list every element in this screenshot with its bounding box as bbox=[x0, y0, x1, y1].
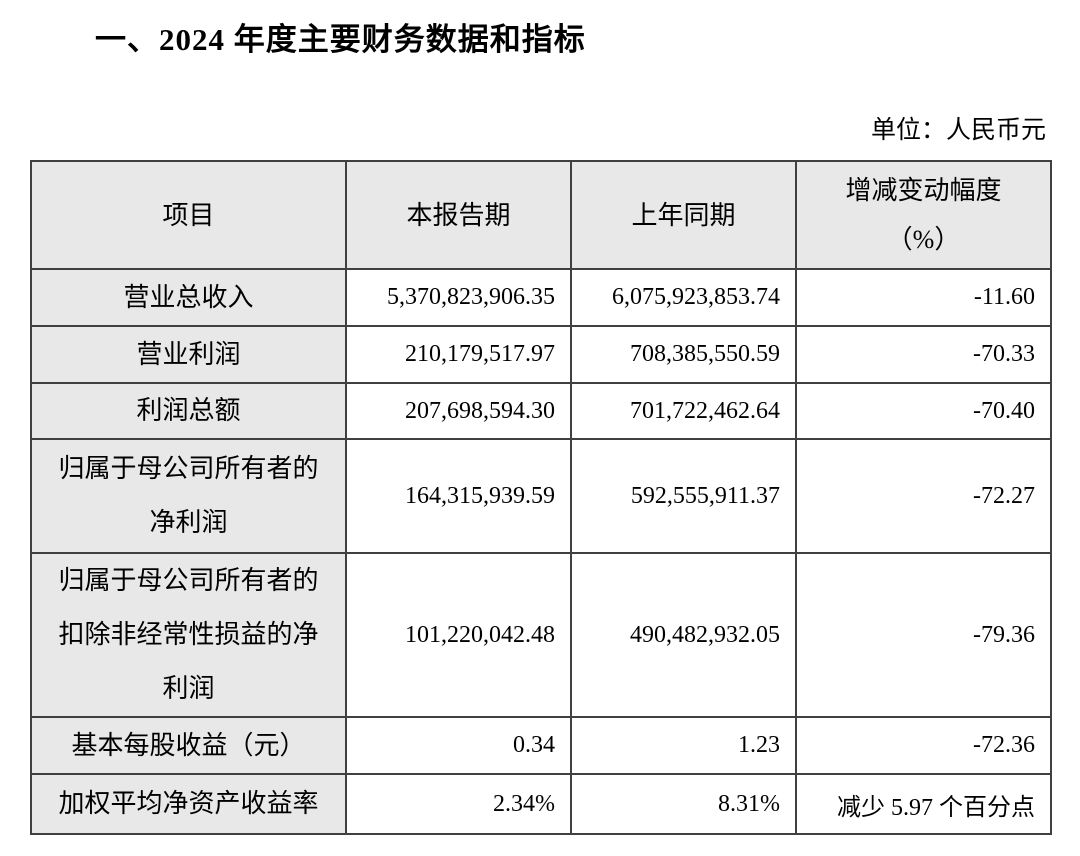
change-cell: -79.36 bbox=[795, 552, 1052, 718]
header-item: 项目 bbox=[30, 160, 347, 270]
prior-period-cell: 701,722,462.64 bbox=[570, 382, 797, 440]
table-body: 营业总收入 5,370,823,906.35 6,075,923,853.74 … bbox=[30, 268, 1052, 835]
current-period-cell: 101,220,042.48 bbox=[345, 552, 572, 718]
change-cell: -72.36 bbox=[795, 716, 1052, 775]
current-period-cell: 207,698,594.30 bbox=[345, 382, 572, 440]
current-period-cell: 5,370,823,906.35 bbox=[345, 268, 572, 327]
change-cell: 减少 5.97 个百分点 bbox=[795, 773, 1052, 835]
change-cell: -70.33 bbox=[795, 325, 1052, 384]
table-row: 营业总收入 5,370,823,906.35 6,075,923,853.74 … bbox=[30, 268, 1052, 327]
financial-indicators-table: 项目 本报告期 上年同期 增减变动幅度 （%） 营业总收入 5,370,823,… bbox=[30, 160, 1052, 835]
item-cell: 归属于母公司所有者的 净利润 bbox=[30, 438, 347, 554]
header-row: 项目 本报告期 上年同期 增减变动幅度 （%） bbox=[30, 160, 1052, 270]
prior-period-cell: 1.23 bbox=[570, 716, 797, 775]
item-cell: 基本每股收益（元） bbox=[30, 716, 347, 775]
item-cell: 营业利润 bbox=[30, 325, 347, 384]
table-row: 营业利润 210,179,517.97 708,385,550.59 -70.3… bbox=[30, 325, 1052, 384]
item-cell: 利润总额 bbox=[30, 382, 347, 440]
prior-period-cell: 490,482,932.05 bbox=[570, 552, 797, 718]
change-cell: -72.27 bbox=[795, 438, 1052, 554]
table-row: 加权平均净资产收益率 2.34% 8.31% 减少 5.97 个百分点 bbox=[30, 773, 1052, 835]
header-change-percent: 增减变动幅度 （%） bbox=[795, 160, 1052, 270]
prior-period-cell: 708,385,550.59 bbox=[570, 325, 797, 384]
section-title: 一、2024 年度主要财务数据和指标 bbox=[95, 22, 586, 57]
item-cell: 加权平均净资产收益率 bbox=[30, 773, 347, 835]
change-cell: -70.40 bbox=[795, 382, 1052, 440]
table-row: 基本每股收益（元） 0.34 1.23 -72.36 bbox=[30, 716, 1052, 775]
header-prior-period: 上年同期 bbox=[570, 160, 797, 270]
current-period-cell: 164,315,939.59 bbox=[345, 438, 572, 554]
change-cell: -11.60 bbox=[795, 268, 1052, 327]
prior-period-cell: 592,555,911.37 bbox=[570, 438, 797, 554]
item-cell: 归属于母公司所有者的 扣除非经常性损益的净 利润 bbox=[30, 552, 347, 718]
prior-period-cell: 8.31% bbox=[570, 773, 797, 835]
currency-unit-label: 单位：人民币元 bbox=[870, 117, 1046, 144]
table-row: 归属于母公司所有者的 净利润 164,315,939.59 592,555,91… bbox=[30, 438, 1052, 554]
current-period-cell: 2.34% bbox=[345, 773, 572, 835]
table-row: 利润总额 207,698,594.30 701,722,462.64 -70.4… bbox=[30, 382, 1052, 440]
table-header: 项目 本报告期 上年同期 增减变动幅度 （%） bbox=[30, 160, 1052, 270]
item-cell: 营业总收入 bbox=[30, 268, 347, 327]
current-period-cell: 210,179,517.97 bbox=[345, 325, 572, 384]
current-period-cell: 0.34 bbox=[345, 716, 572, 775]
header-current-period: 本报告期 bbox=[345, 160, 572, 270]
prior-period-cell: 6,075,923,853.74 bbox=[570, 268, 797, 327]
table-row: 归属于母公司所有者的 扣除非经常性损益的净 利润 101,220,042.48 … bbox=[30, 552, 1052, 718]
